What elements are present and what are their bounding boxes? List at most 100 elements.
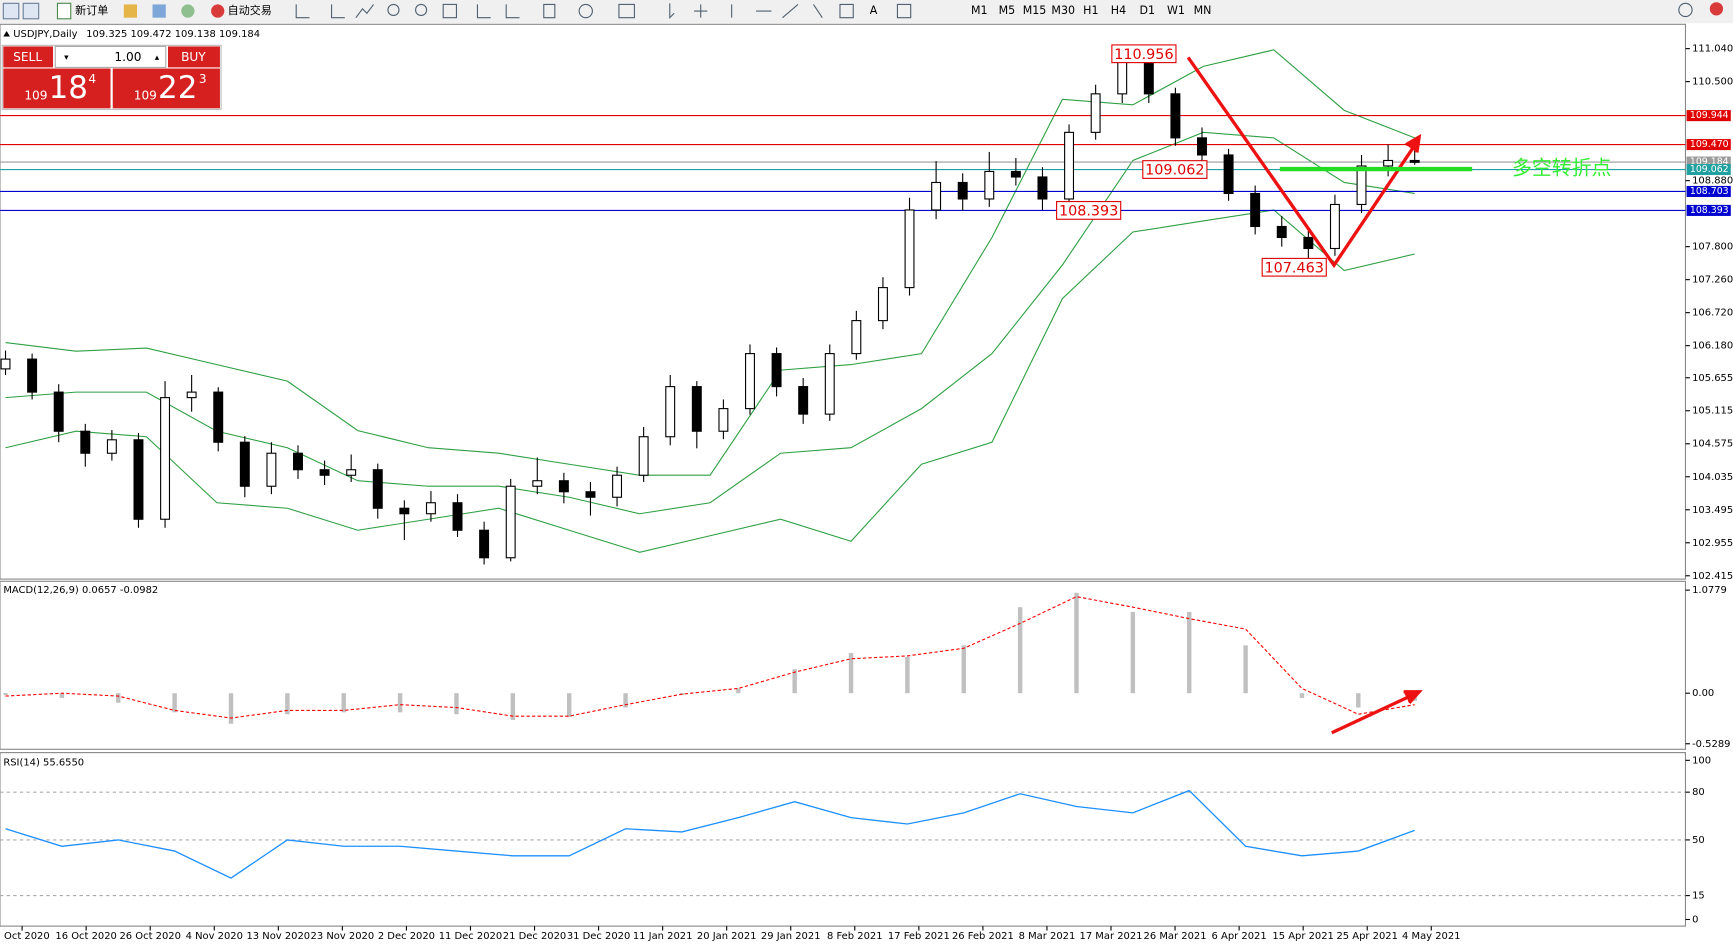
lots[interactable]: 1.00 (114, 50, 141, 64)
buy-big[interactable]: 109 (134, 89, 157, 103)
candle-body (1197, 137, 1207, 156)
buy-label[interactable]: BUY (181, 50, 206, 64)
y-tick-label: 0 (1692, 914, 1698, 925)
candle-body (1010, 170, 1021, 178)
candle-body (1276, 225, 1287, 239)
buy-pips[interactable]: 22 (158, 70, 197, 106)
icon[interactable] (896, 3, 912, 19)
macd-bar (510, 693, 516, 720)
timeframe[interactable]: M30 (1051, 4, 1075, 17)
sell-button[interactable] (3, 46, 54, 68)
x-tick-label: 26 Oct 2020 (119, 931, 180, 942)
x-tick-label: 31 Dec 2020 (567, 931, 630, 942)
timeframe[interactable]: M5 (999, 4, 1016, 17)
y-tick-label: 106.180 (1692, 341, 1733, 352)
macd-bar (1243, 645, 1248, 694)
macd-bar (1299, 693, 1305, 698)
x-tick-label: 21 Dec 2020 (503, 931, 566, 942)
x-tick-label: 4 Nov 2020 (186, 931, 243, 942)
icon[interactable] (415, 3, 428, 17)
level-label-box (1686, 204, 1731, 216)
buy-price-box[interactable] (112, 68, 220, 109)
sell-pips[interactable]: 18 (49, 70, 88, 106)
x-tick-label: 20 Jan 2021 (697, 931, 757, 942)
candle-body (558, 480, 569, 493)
timeframe[interactable]: W1 (1167, 4, 1185, 17)
timeframe[interactable]: M15 (1023, 4, 1047, 17)
y-tick-label: 107.260 (1692, 275, 1733, 286)
y-tick-label: 107.800 (1692, 242, 1733, 253)
candle-body (877, 287, 888, 322)
icon[interactable] (387, 3, 400, 17)
x-tick-label: 11 Jan 2021 (633, 931, 693, 942)
price-annotation: 108.393 (1059, 204, 1118, 220)
y-tick-label: 111.040 (1692, 44, 1733, 55)
candle-body (53, 391, 64, 432)
level-label-box (1686, 185, 1731, 197)
timeframe[interactable]: D1 (1139, 4, 1155, 17)
main-panel (0, 23, 1687, 580)
candle-body (718, 408, 729, 432)
lots-up[interactable]: ▴ (155, 53, 160, 63)
sell-big[interactable]: 109 (24, 89, 47, 103)
icon[interactable] (22, 2, 40, 20)
candle-body (1223, 154, 1234, 195)
icon[interactable] (669, 3, 854, 20)
notifications[interactable] (1709, 2, 1724, 16)
new-order[interactable]: 新订单 (75, 3, 108, 17)
timeframe[interactable]: H1 (1083, 4, 1098, 17)
candle-body (80, 430, 91, 454)
sell-price-box[interactable] (3, 68, 111, 109)
price-annotation: 107.463 (1265, 260, 1324, 276)
macd-bar (397, 693, 403, 713)
lots-field[interactable] (54, 45, 167, 68)
level-label: 108.703 (1690, 186, 1729, 197)
candle-body (1117, 60, 1128, 95)
lots-down[interactable]: ▾ (64, 53, 69, 63)
icon[interactable] (476, 3, 556, 19)
candle-body (691, 386, 702, 432)
macd-bar (1130, 611, 1136, 694)
macd-bar (228, 693, 234, 724)
candle-body (665, 386, 676, 438)
icon[interactable] (123, 4, 138, 18)
candle-body (266, 452, 277, 487)
candle-body (798, 386, 809, 415)
icon[interactable] (181, 4, 195, 18)
candle-body (479, 529, 490, 559)
auto-trading[interactable]: 自动交易 (228, 3, 272, 17)
level-label-box (1686, 139, 1731, 151)
y-tick-label: 1.0779 (1692, 585, 1727, 596)
candle-body (27, 358, 38, 393)
timeframe[interactable]: H4 (1111, 4, 1126, 17)
candle-body (160, 397, 171, 520)
candle-body (1329, 203, 1340, 250)
sell-label[interactable]: SELL (13, 50, 42, 64)
price-annotation-box (1261, 257, 1327, 277)
candle-body (1037, 176, 1048, 200)
candle-body (1356, 165, 1367, 206)
buy-point[interactable]: 3 (199, 72, 207, 86)
candle-body (106, 439, 117, 454)
buy-button[interactable] (167, 46, 220, 68)
candle-body (745, 353, 755, 410)
icon[interactable] (442, 3, 458, 19)
timeframe[interactable]: M1 (971, 4, 988, 17)
macd-bar (905, 656, 910, 694)
sell-point[interactable]: 4 (88, 72, 96, 86)
timeframe[interactable]: MN (1194, 4, 1212, 17)
icon[interactable] (211, 4, 225, 18)
icon[interactable] (56, 2, 72, 20)
level-label-box (1686, 156, 1731, 168)
macd-bar (736, 688, 741, 694)
icon[interactable] (618, 3, 635, 19)
search[interactable] (1678, 2, 1693, 18)
icon[interactable] (152, 4, 166, 18)
x-tick-label: 26 Mar 2021 (1144, 931, 1207, 942)
icon[interactable] (578, 3, 593, 19)
macd-bar (623, 693, 628, 708)
icon-a[interactable]: A (870, 4, 878, 17)
icon[interactable] (2, 2, 20, 20)
icon[interactable] (295, 4, 375, 19)
